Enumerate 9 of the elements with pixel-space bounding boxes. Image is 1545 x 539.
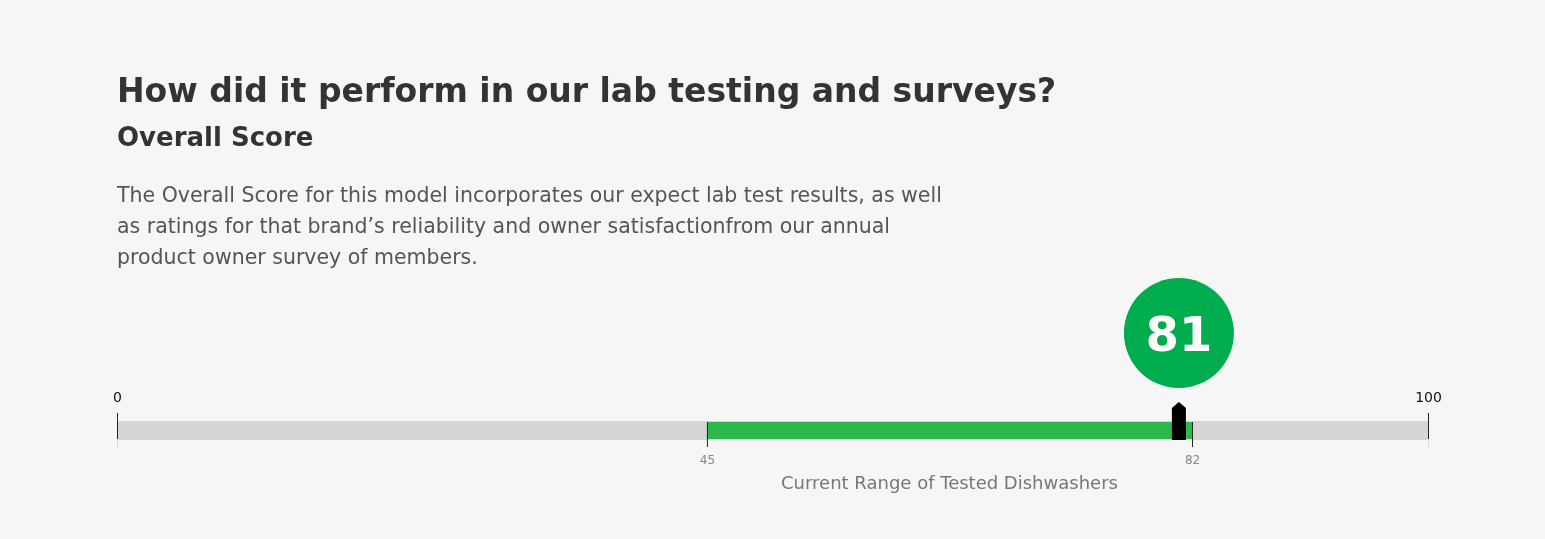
x-axis-title: Current Range of Tested Dishwashers	[781, 472, 1118, 493]
ref-line-label: 81	[1145, 306, 1213, 362]
text: The Overall Score for this model incorporates our expect lab test results, as well as ratings for that brand’s reliability and owner satisfactionfrom our annual product owner survey of members.	[116, 183, 942, 269]
x-tick-label: 45	[699, 453, 716, 468]
chart-title: How did it perform in our lab testing and surveys?	[117, 71, 1057, 110]
chart-subtitle: Overall Score	[117, 122, 314, 152]
x-tick-label: 82	[1184, 453, 1201, 468]
x2-tick-label: 100	[1415, 388, 1442, 405]
x2-tick-label: 0	[113, 388, 122, 405]
